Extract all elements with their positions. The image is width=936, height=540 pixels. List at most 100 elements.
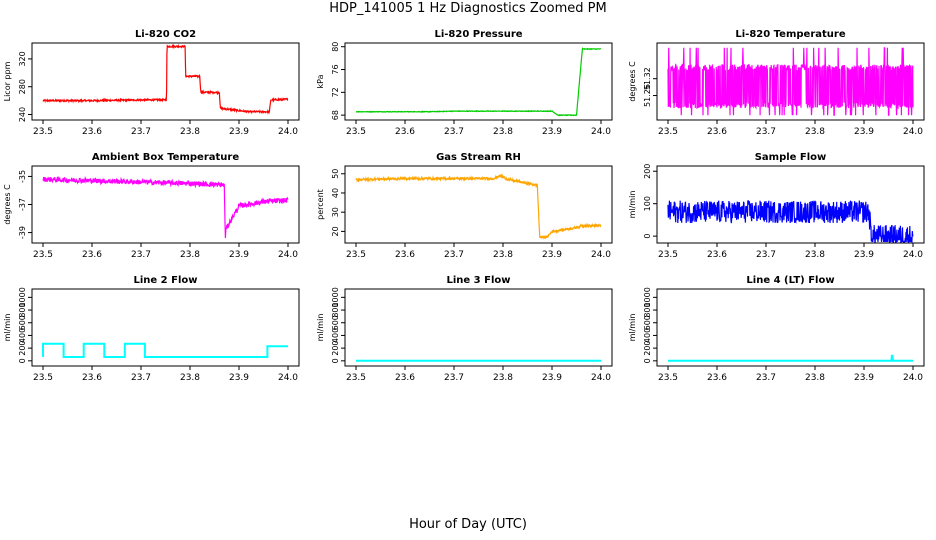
y-tick-label: 100 xyxy=(643,196,652,211)
x-tick-label: 24.0 xyxy=(903,373,923,383)
x-tick-label: 23.6 xyxy=(82,250,102,260)
panel-title: Gas Stream RH xyxy=(436,152,521,163)
y-axis-label: degrees C xyxy=(628,61,637,102)
x-tick-label: 23.7 xyxy=(131,373,151,383)
y-tick-label: 40 xyxy=(331,188,340,198)
panel-7: Line 2 Flow 23.5 23.6 23.7 23.8 23.9 24.0 0 2004… xyxy=(3,275,300,383)
panel-8: Line 3 Flow 23.5 23.6 23.7 23.8 23.9 24.0 0 2004… xyxy=(316,275,613,383)
x-tick-label: 23.5 xyxy=(33,250,53,260)
x-tick-label: 23.8 xyxy=(180,373,200,383)
y-tick-label: -39 xyxy=(18,226,27,239)
series-line-co2 xyxy=(42,43,289,115)
panel-3: Li-820 Temperature 23.5 23.6 23.7 23.8 23.9 24… xyxy=(628,29,925,137)
y-tick-label: -37 xyxy=(18,198,27,211)
y-tick-label: 400 xyxy=(18,328,27,343)
series-line-temperature xyxy=(667,47,914,116)
x-tick-label: 23.6 xyxy=(395,373,415,383)
y-axis-label: degrees C xyxy=(3,184,12,225)
x-tick-label: 23.7 xyxy=(444,373,464,383)
x-tick-label: 23.7 xyxy=(756,127,776,137)
x-tick-label: 23.9 xyxy=(854,250,874,260)
y-axis-label: kPa xyxy=(316,74,325,88)
y-tick-label: 600 xyxy=(18,315,27,330)
y-tick-label: 200 xyxy=(643,164,652,179)
y-tick-label: 80 xyxy=(331,42,340,52)
x-tick-label: 23.8 xyxy=(805,373,825,383)
y-tick-label: -35 xyxy=(18,170,27,183)
y-tick-label: 200 xyxy=(18,340,27,355)
y-tick-label: 0 xyxy=(643,358,652,363)
x-tick-label: 23.7 xyxy=(444,127,464,137)
panel-title: Li-820 Pressure xyxy=(434,29,522,40)
x-tick-label: 24.0 xyxy=(278,373,298,383)
y-tick-label: 200 xyxy=(643,340,652,355)
x-tick-label: 23.9 xyxy=(229,127,249,137)
plot-frame xyxy=(656,165,925,244)
x-tick-label: 23.9 xyxy=(854,373,874,383)
x-tick-label: 23.6 xyxy=(82,127,102,137)
x-tick-label: 23.6 xyxy=(707,250,727,260)
y-tick-label: 800 xyxy=(331,302,340,317)
y-tick-label: 200 xyxy=(331,340,340,355)
plot-frame xyxy=(656,42,925,121)
plot-frame xyxy=(31,288,300,367)
x-tick-label: 23.9 xyxy=(854,127,874,137)
x-axis-label: Hour of Day (UTC) xyxy=(409,517,527,532)
panel-title: Li-820 Temperature xyxy=(735,29,845,40)
series-line-line-4 xyxy=(668,354,913,362)
series-line-rh xyxy=(355,173,602,240)
x-tick-label: 23.8 xyxy=(180,127,200,137)
y-tick-label: 280 xyxy=(18,79,27,94)
x-tick-label: 23.5 xyxy=(658,127,678,137)
x-tick-label: 23.5 xyxy=(33,127,53,137)
y-tick-label: 600 xyxy=(331,315,340,330)
plot-frame xyxy=(344,165,613,244)
series-line-ambient xyxy=(42,175,289,239)
x-tick-label: 23.8 xyxy=(493,127,513,137)
x-tick-label: 23.7 xyxy=(756,373,776,383)
y-axis-label: ml/min xyxy=(316,314,325,342)
x-tick-label: 23.6 xyxy=(707,373,727,383)
x-tick-label: 23.5 xyxy=(658,373,678,383)
panel-title: Sample Flow xyxy=(755,152,827,163)
panel-title: Line 4 (LT) Flow xyxy=(746,275,834,286)
x-tick-label: 23.9 xyxy=(229,250,249,260)
x-tick-label: 24.0 xyxy=(591,250,611,260)
panel-title: Ambient Box Temperature xyxy=(92,152,239,163)
panel-5: Gas Stream RH 23.5 23.6 23.7 23.8 23.9 24.0 20 3… xyxy=(316,152,613,260)
x-tick-label: 23.7 xyxy=(756,250,776,260)
x-tick-label: 23.5 xyxy=(346,373,366,383)
plot-frame xyxy=(656,288,925,367)
x-tick-label: 24.0 xyxy=(903,250,923,260)
y-tick-label: 50 xyxy=(331,169,340,179)
x-tick-label: 23.9 xyxy=(229,373,249,383)
y-tick-label: 1000 xyxy=(18,287,27,307)
series-line-line-2 xyxy=(42,342,288,358)
y-tick-label: 0 xyxy=(331,358,340,363)
figure-title: HDP_141005 1 Hz Diagnostics Zoomed PM xyxy=(329,1,607,16)
y-tick-label: 20 xyxy=(331,226,340,236)
x-tick-label: 23.6 xyxy=(395,250,415,260)
y-tick-label: 0 xyxy=(18,358,27,363)
y-axis-label: ml/min xyxy=(628,191,637,219)
panel-6: Sample Flow 23.5 23.6 23.7 23.8 23.9 24.0 0 100 2… xyxy=(628,152,925,260)
y-tick-label: 1000 xyxy=(643,287,652,307)
y-tick-label: 400 xyxy=(643,328,652,343)
plot-frame xyxy=(31,42,300,121)
y-tick-label: 800 xyxy=(643,302,652,317)
series-line-sample-flow xyxy=(667,199,914,244)
panel-4: Ambient Box Temperature 23.5 23.6 23.7 23.8 2… xyxy=(3,152,300,260)
x-tick-label: 23.5 xyxy=(33,373,53,383)
y-tick-label: 400 xyxy=(331,328,340,343)
x-tick-label: 23.6 xyxy=(707,127,727,137)
panel-1: Li-820 CO2 23.5 23.6 23.7 23.8 23.9 24.0 240 280… xyxy=(3,29,300,137)
plot-frame xyxy=(344,42,613,121)
x-tick-label: 23.5 xyxy=(346,127,366,137)
x-tick-label: 24.0 xyxy=(903,127,923,137)
x-tick-label: 23.8 xyxy=(805,127,825,137)
x-tick-label: 23.7 xyxy=(444,250,464,260)
x-tick-label: 23.9 xyxy=(542,373,562,383)
x-tick-label: 23.6 xyxy=(395,127,415,137)
